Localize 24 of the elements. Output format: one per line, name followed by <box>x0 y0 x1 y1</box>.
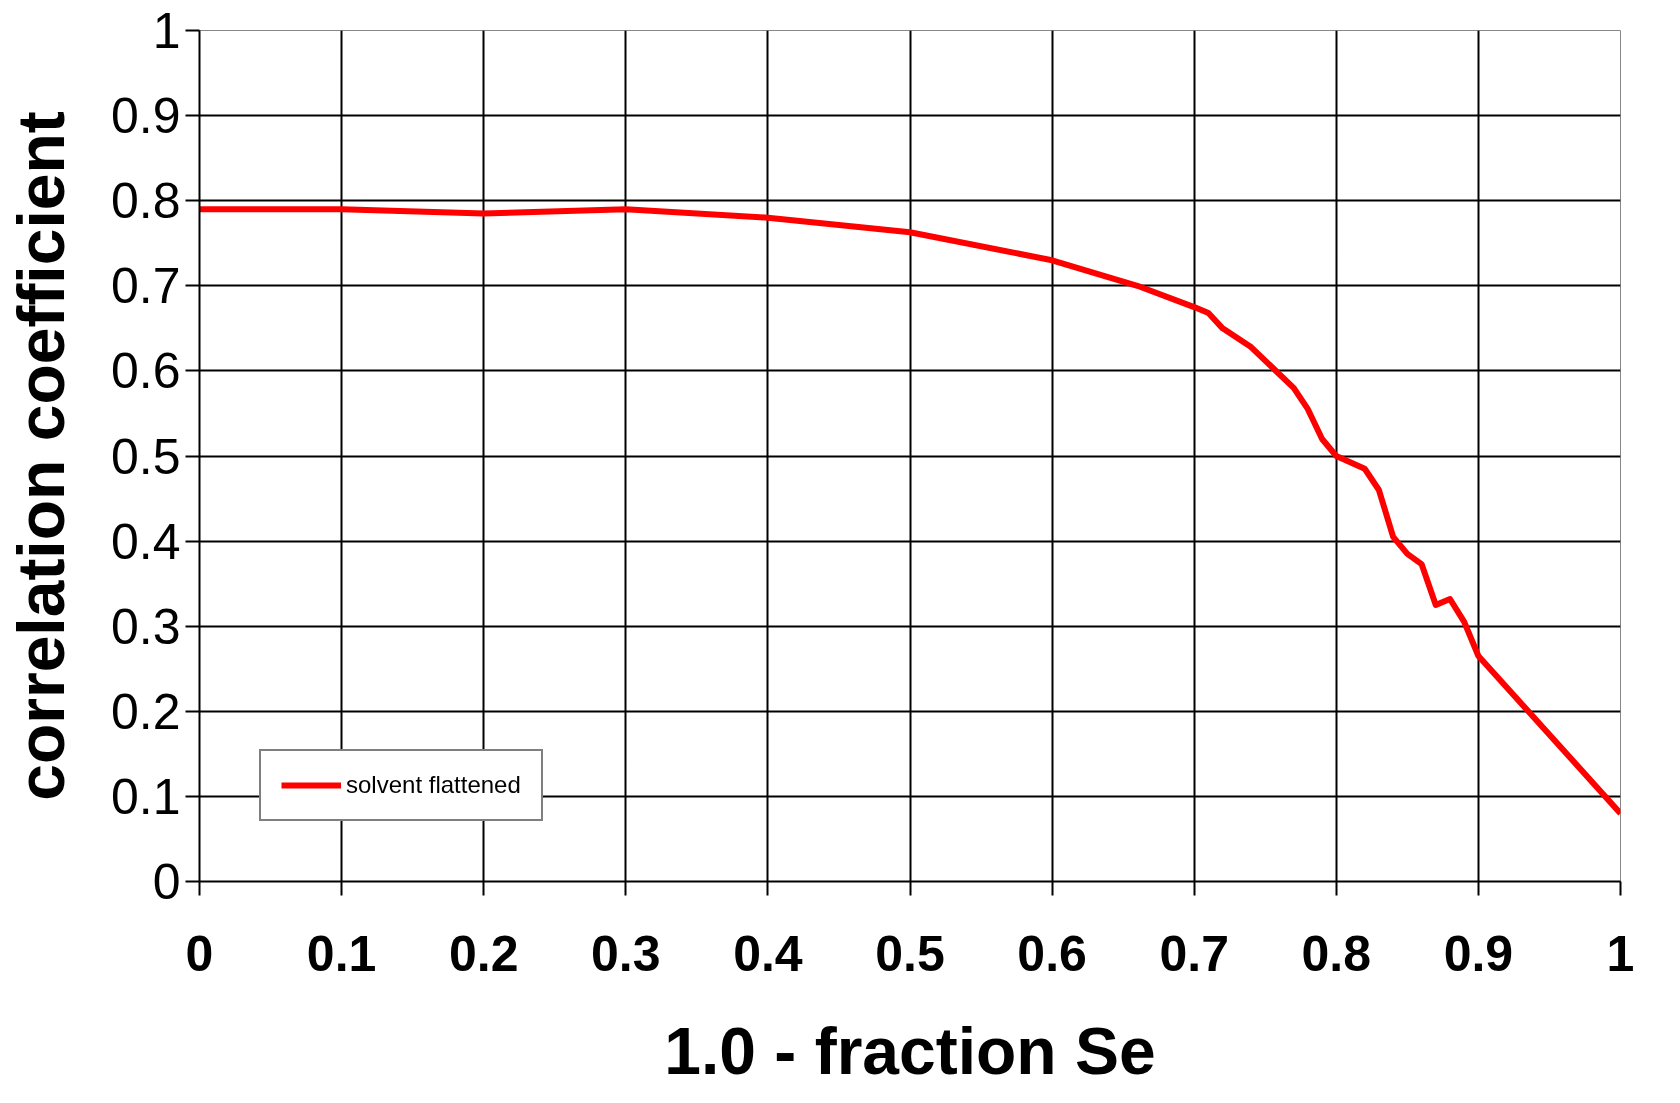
y-tick-label: 0.2 <box>110 683 181 740</box>
x-tick-label: 0.9 <box>1443 925 1514 982</box>
x-tick-label: 0.1 <box>306 925 377 982</box>
y-tick-label: 0 <box>152 854 181 910</box>
x-tick-label: 0.5 <box>875 925 945 982</box>
y-tick-label: 1 <box>152 3 181 59</box>
y-tick-label: 0.9 <box>110 88 181 145</box>
y-tick-label: 0.8 <box>110 173 181 230</box>
y-tick-label: 0.5 <box>110 428 181 485</box>
y-tick-label: 0.7 <box>110 258 181 315</box>
y-axis-title: correlation coefficient <box>3 111 78 801</box>
y-tick-label: 0.3 <box>110 598 181 655</box>
x-axis-title: 1.0 - fraction Se <box>664 1013 1156 1088</box>
x-tick-label: 0.4 <box>733 925 803 982</box>
x-tick-label: 0.3 <box>591 925 661 982</box>
y-tick-label: 0.1 <box>110 768 181 825</box>
legend-label: solvent flattened <box>346 771 521 799</box>
y-tick-label: 0.6 <box>110 343 181 400</box>
x-tick-label: 0.7 <box>1159 925 1229 982</box>
x-tick-label: 1 <box>1606 925 1635 982</box>
y-tick-label: 0.4 <box>110 513 181 570</box>
x-tick-label: 0.8 <box>1301 925 1372 982</box>
x-tick-label: 0.6 <box>1017 925 1087 982</box>
x-tick-label: 0.2 <box>448 925 519 982</box>
